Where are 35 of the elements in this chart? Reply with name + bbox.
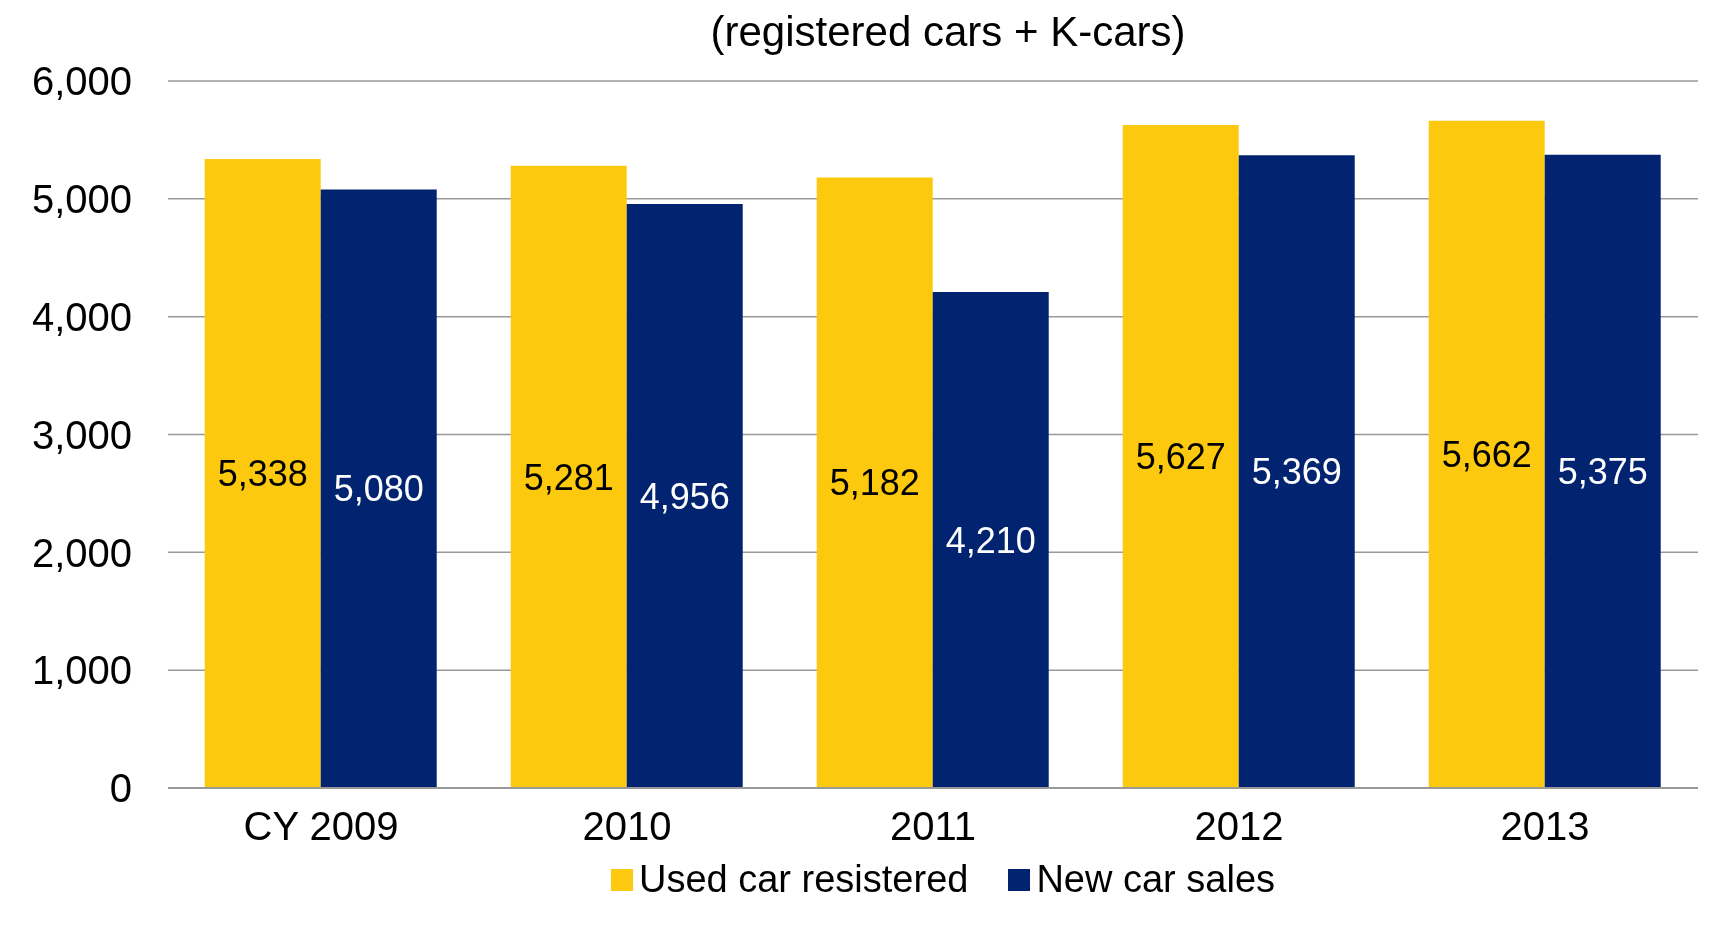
data-label: 5,375: [1557, 451, 1648, 493]
bar: [320, 189, 437, 788]
bar: [204, 159, 321, 788]
bar: [626, 204, 743, 788]
x-tick-label: 2010: [582, 804, 672, 849]
bar: [1122, 124, 1239, 788]
bar: [1544, 154, 1661, 788]
data-label: 5,369: [1251, 451, 1342, 493]
legend-label: Used car resistered: [637, 858, 969, 901]
data-label: 5,281: [523, 456, 614, 498]
chart-title: (registered cars + K-cars): [709, 8, 1187, 56]
x-tick-label: 2011: [889, 804, 977, 849]
data-label: 5,338: [217, 453, 308, 495]
y-tick-label: 5,000: [31, 177, 132, 222]
bar: [816, 177, 933, 788]
y-tick-label: 4,000: [31, 294, 132, 339]
data-label: 5,662: [1441, 434, 1532, 476]
bar: [1238, 155, 1355, 788]
data-label: 5,627: [1135, 436, 1226, 478]
x-tick-label: 2012: [1194, 804, 1284, 849]
y-tick-label: 1,000: [31, 648, 132, 693]
y-tick-label: 3,000: [31, 412, 132, 457]
x-tick-label: CY 2009: [243, 804, 399, 849]
data-label: 5,080: [333, 468, 424, 510]
bar: [1428, 120, 1545, 788]
data-label: 4,956: [639, 475, 730, 517]
y-tick-label: 0: [109, 766, 132, 811]
legend-label: New car sales: [1035, 858, 1276, 901]
data-label: 5,182: [829, 462, 920, 504]
bar: [510, 165, 627, 788]
y-tick-label: 6,000: [31, 59, 132, 104]
data-label: 4,210: [945, 519, 1036, 561]
bar: [932, 291, 1049, 788]
x-tick-label: 2013: [1500, 804, 1590, 849]
y-tick-label: 2,000: [31, 530, 132, 575]
